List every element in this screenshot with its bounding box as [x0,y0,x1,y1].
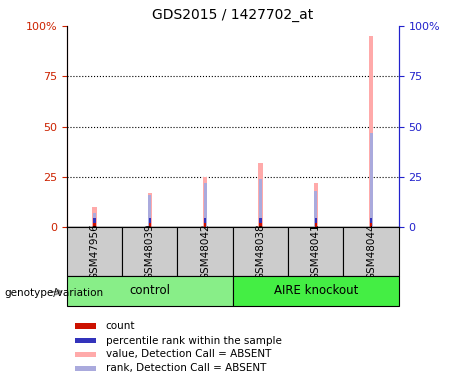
Bar [149,223,151,227]
Bar [122,227,177,276]
Bar [92,207,97,227]
Bar [67,227,122,276]
Bar [370,223,372,227]
Bar [94,223,95,227]
Bar [204,218,206,223]
Bar [93,213,96,227]
Bar [75,324,96,328]
Bar [204,223,206,227]
Bar [148,195,151,227]
Bar [67,276,233,306]
Bar [233,276,399,306]
Text: AIRE knockout: AIRE knockout [273,284,358,297]
Bar [177,227,233,276]
Bar [369,36,373,227]
Bar [370,218,372,223]
Text: GSM48044: GSM48044 [366,223,376,280]
Text: percentile rank within the sample: percentile rank within the sample [106,336,282,346]
Bar [75,338,96,344]
Bar [288,227,343,276]
Bar [343,227,399,276]
Text: rank, Detection Call = ABSENT: rank, Detection Call = ABSENT [106,363,266,373]
Text: GSM48038: GSM48038 [255,223,266,280]
Text: value, Detection Call = ABSENT: value, Detection Call = ABSENT [106,350,271,360]
Bar [260,218,261,223]
Bar [313,183,318,227]
Bar [259,179,262,227]
Bar [148,193,152,227]
Bar [204,183,207,227]
Bar [260,223,261,227]
Text: genotype/variation: genotype/variation [5,288,104,298]
Bar [233,227,288,276]
Bar [314,191,317,227]
Text: count: count [106,321,135,331]
Text: GSM48041: GSM48041 [311,223,321,280]
Bar [258,163,263,227]
Text: GSM48039: GSM48039 [145,223,155,280]
Bar [315,218,317,223]
Text: control: control [130,284,170,297]
Bar [75,352,96,357]
Bar [370,133,372,227]
Bar [75,366,96,370]
Bar [94,218,95,223]
Title: GDS2015 / 1427702_at: GDS2015 / 1427702_at [152,9,313,22]
Text: GSM48042: GSM48042 [200,223,210,280]
Bar [315,223,317,227]
Bar [203,177,207,227]
Text: GSM47956: GSM47956 [89,223,100,280]
Bar [149,218,151,223]
